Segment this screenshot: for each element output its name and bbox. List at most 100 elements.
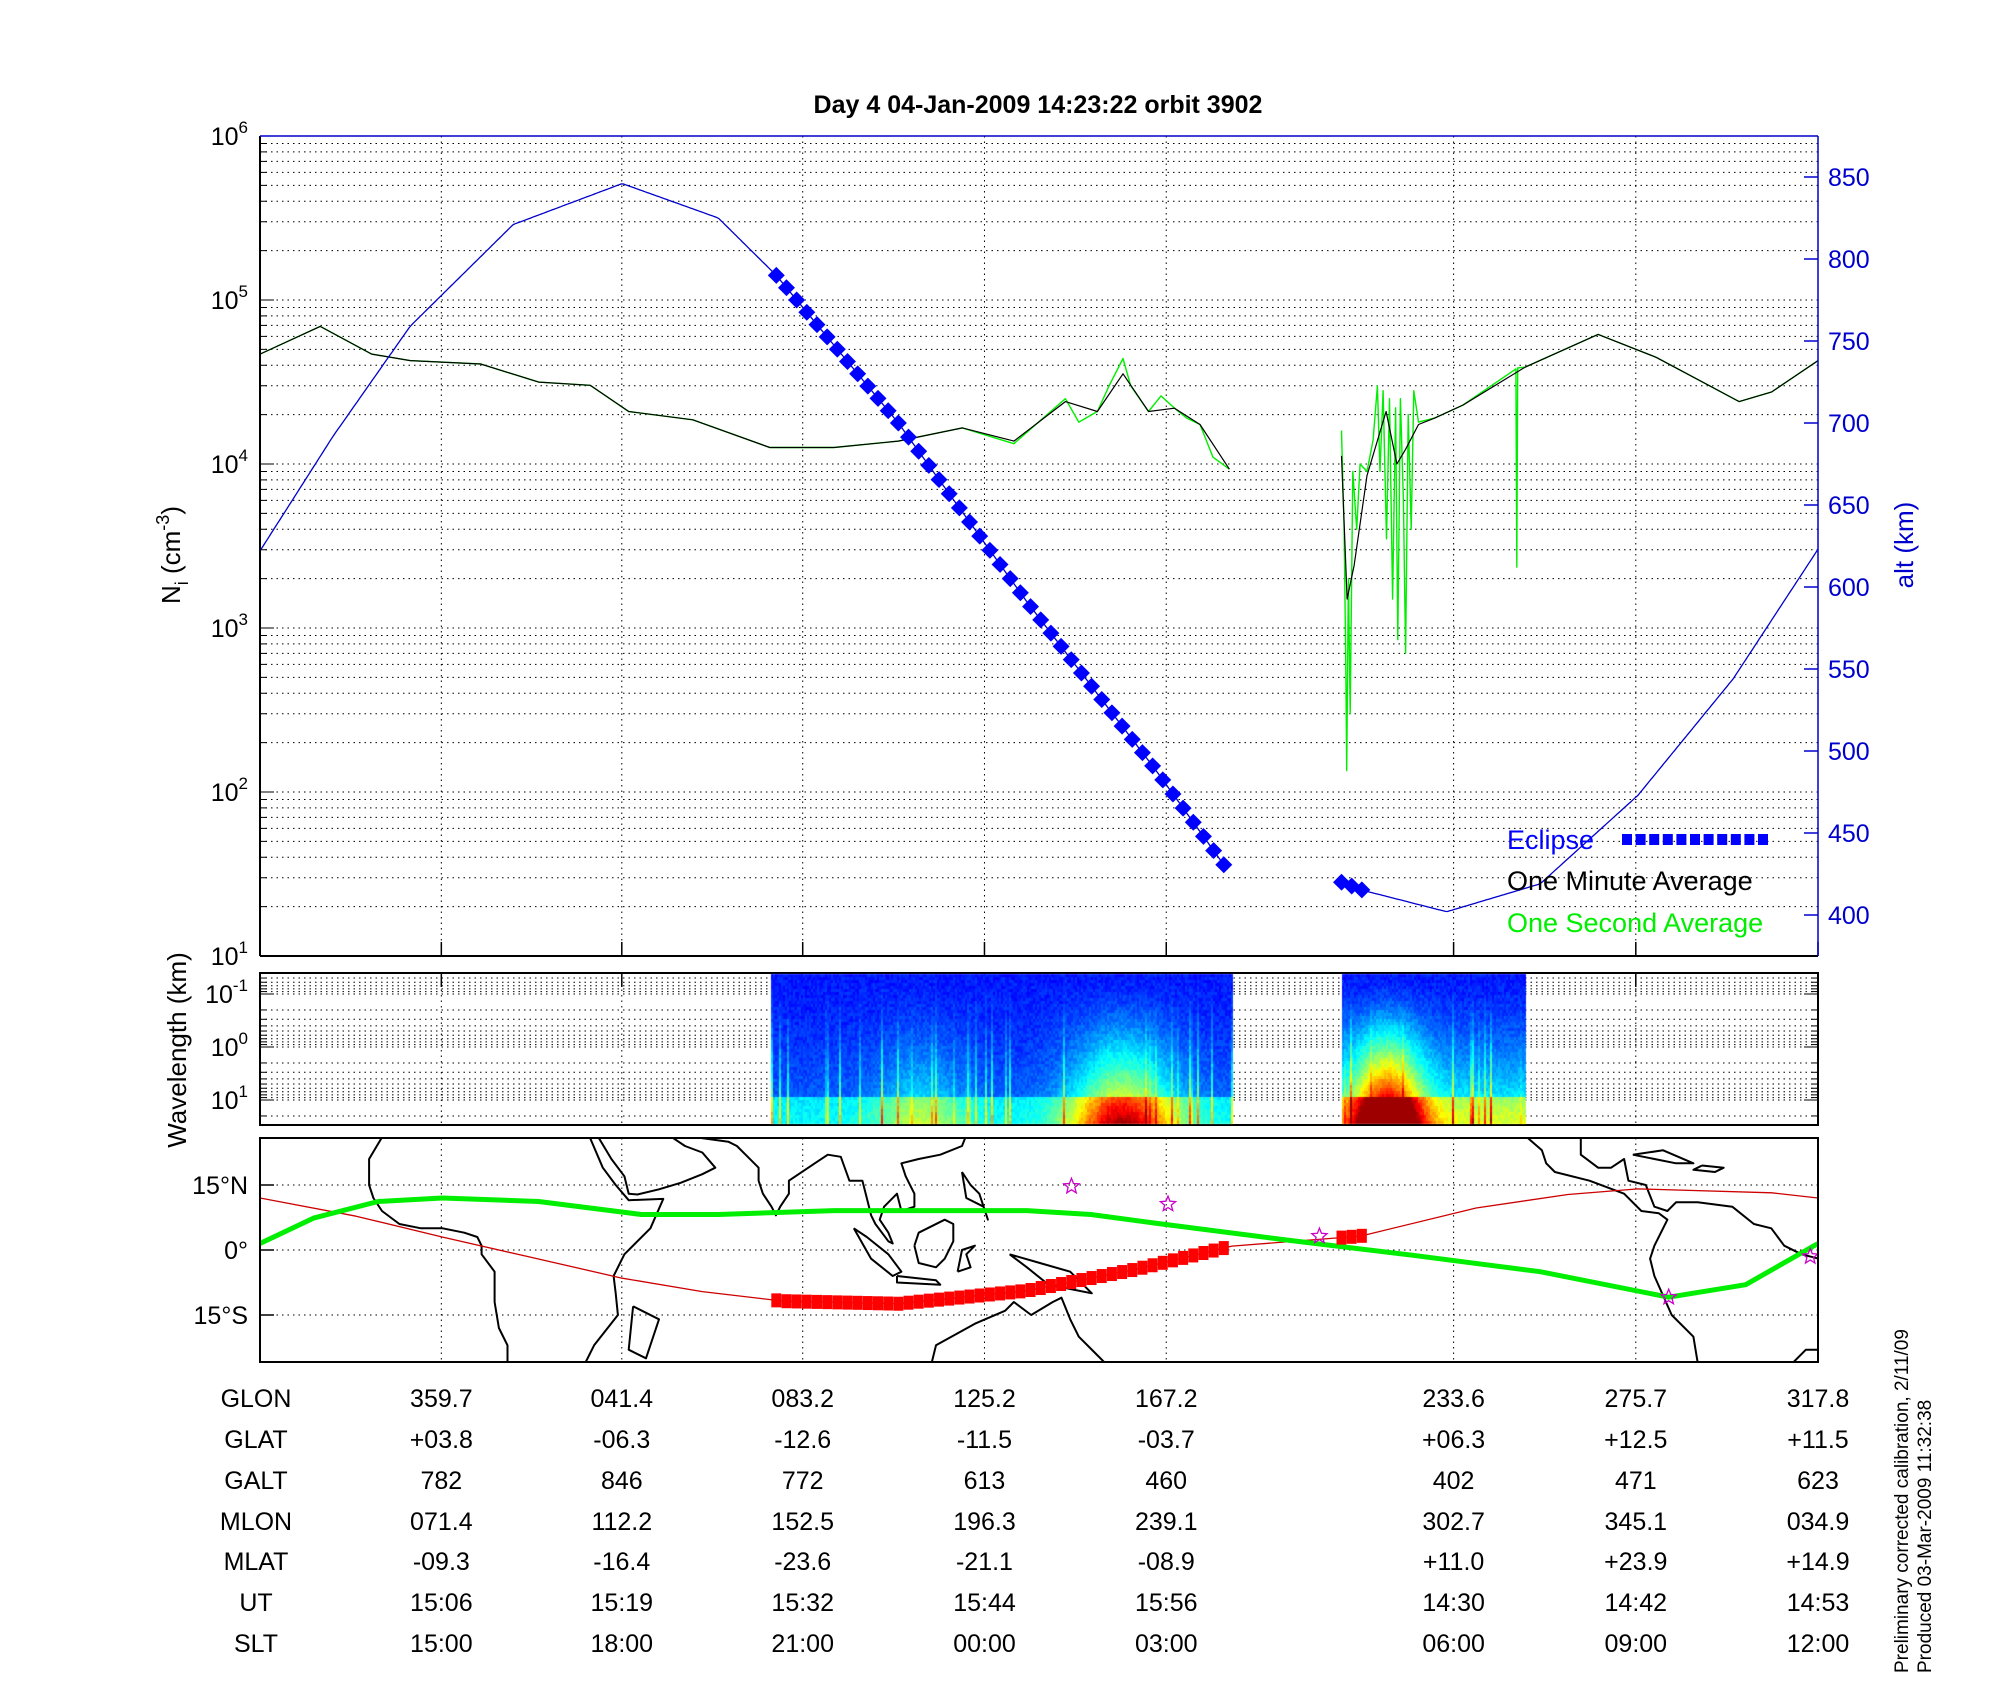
eclipse-track-marker xyxy=(1127,1263,1138,1278)
table-cell: +11.5 xyxy=(1787,1426,1848,1454)
table-cell: -08.9 xyxy=(1138,1548,1195,1576)
eclipse-track-marker xyxy=(1076,1273,1087,1288)
eclipse-marker xyxy=(839,353,856,370)
altitude-tick-label: 500 xyxy=(1828,738,1870,766)
eclipse-track-marker xyxy=(964,1289,975,1304)
table-cell: 359.7 xyxy=(410,1385,473,1413)
table-cell: 09:00 xyxy=(1605,1630,1668,1658)
eclipse-track-marker xyxy=(873,1296,884,1311)
legend-eclipse-square xyxy=(1758,834,1768,845)
eclipse-marker xyxy=(1144,757,1162,775)
eclipse-track-marker xyxy=(852,1295,863,1310)
tick-label-exponent: 6 xyxy=(239,118,248,137)
table-cell: 18:00 xyxy=(591,1630,654,1658)
table-cell: +23.9 xyxy=(1604,1548,1667,1576)
eclipse-track-marker xyxy=(1096,1269,1107,1284)
star-icon xyxy=(1800,1246,1820,1265)
table-cell: 14:30 xyxy=(1422,1589,1485,1617)
density-y-tick-label: 105 xyxy=(211,282,248,315)
table-cell: 14:42 xyxy=(1605,1589,1668,1617)
table-cell: 14:53 xyxy=(1787,1589,1850,1617)
star-icon xyxy=(1158,1194,1178,1212)
tick-label-exponent: -1 xyxy=(233,976,248,995)
legend-eclipse-square xyxy=(1730,834,1741,845)
tick-label-base: 10 xyxy=(211,287,239,315)
table-cell: 15:32 xyxy=(771,1589,834,1617)
eclipse-marker xyxy=(1194,827,1212,845)
eclipse-track-marker xyxy=(944,1291,955,1306)
table-row: GLAT +03.8 -06.3 -12.6 -11.5 -03.7 +06.3 +12.5 +… xyxy=(224,1426,1848,1454)
table-cell: +11.0 xyxy=(1423,1548,1484,1576)
dip-equator-line xyxy=(260,1195,1818,1300)
eclipse-track-marker xyxy=(903,1295,914,1310)
eclipse-track-marker xyxy=(1208,1243,1219,1258)
eclipse-track-marker xyxy=(1025,1283,1036,1298)
eclipse-marker xyxy=(777,279,795,297)
eclipse-track-marker xyxy=(832,1295,843,1310)
eclipse-marker xyxy=(1083,677,1101,695)
eclipse-marker xyxy=(910,442,928,460)
legend-eclipse-square xyxy=(1717,834,1728,845)
legend: Eclipse One Minute Average One Second Av… xyxy=(1507,825,1768,938)
coastline xyxy=(1008,1253,1093,1295)
table-row: GLON 359.7 041.4 083.2 125.2 167.2 233.6 275.7 3… xyxy=(221,1385,1850,1413)
eclipse-marker xyxy=(1184,813,1202,831)
table-cell: 15:06 xyxy=(410,1589,473,1617)
map-frame xyxy=(259,1137,1819,1363)
table-cell: 772 xyxy=(782,1467,824,1495)
table-cell: 402 xyxy=(1433,1467,1475,1495)
eclipse-marker xyxy=(1022,598,1040,616)
coastline xyxy=(1632,1149,1695,1165)
table-cell: 345.1 xyxy=(1605,1508,1668,1536)
table-cell: -06.3 xyxy=(593,1426,650,1454)
coastline xyxy=(584,1138,665,1362)
legend-eclipse-square xyxy=(1635,834,1646,845)
tick-label-base: 10 xyxy=(211,451,239,479)
altitude-tick-label: 700 xyxy=(1828,410,1870,438)
table-row: GALT 782 846 772 613 460 402 471 623 xyxy=(224,1467,1839,1495)
table-cell: -11.5 xyxy=(957,1426,1012,1454)
eclipse-track-marker xyxy=(1356,1228,1367,1243)
row-label: MLON xyxy=(220,1508,292,1536)
altitude-tick-label: 750 xyxy=(1828,328,1870,356)
table-cell: 03:00 xyxy=(1135,1630,1198,1658)
coastline xyxy=(1526,1138,1699,1362)
eclipse-marker xyxy=(808,316,826,334)
eclipse-marker xyxy=(900,428,918,446)
eclipse-track-marker xyxy=(1117,1265,1128,1280)
latitude-tick-label: 0° xyxy=(224,1237,248,1265)
legend-eclipse-label: Eclipse xyxy=(1507,825,1594,855)
eclipse-track-marker xyxy=(842,1295,853,1310)
eclipse-marker xyxy=(930,471,948,489)
density-panel: 1011021031041051064004505005506006507007… xyxy=(211,118,1870,971)
table-cell: 623 xyxy=(1797,1467,1839,1495)
eclipse-track-marker xyxy=(1147,1258,1158,1273)
eclipse-track-marker xyxy=(1005,1285,1016,1300)
altitude-tick-label: 650 xyxy=(1828,492,1870,520)
wavelength-y-tick-label: 101 xyxy=(211,1082,248,1115)
table-cell: 12:00 xyxy=(1787,1630,1850,1658)
coastline xyxy=(627,1305,660,1360)
tick-label-base: 10 xyxy=(211,123,239,151)
tick-label-exponent: 4 xyxy=(239,446,248,465)
table-row: UT 15:06 15:19 15:32 15:44 15:56 14:30 14:42 14:… xyxy=(239,1589,1849,1617)
wavelength-y-tick-label: 100 xyxy=(211,1029,248,1062)
table-cell: -12.6 xyxy=(774,1426,831,1454)
altitude-tick-label: 550 xyxy=(1828,656,1870,684)
eclipse-track-marker xyxy=(1336,1230,1347,1245)
table-row: MLON 071.4 112.2 152.5 196.3 239.1 302.7 345.1 0… xyxy=(220,1508,1849,1536)
density-y-tick-label: 103 xyxy=(211,610,248,643)
legend-eclipse-square xyxy=(1662,834,1673,845)
legend-eclipse-square xyxy=(1649,834,1660,845)
eclipse-marker xyxy=(828,340,846,358)
table-cell: 06:00 xyxy=(1422,1630,1485,1658)
table-cell: 460 xyxy=(1145,1467,1187,1495)
altitude-line xyxy=(260,183,1228,870)
wavelength-y-tick-label: 10-1 xyxy=(205,976,248,1009)
altitude-tick-label: 600 xyxy=(1828,574,1870,602)
eclipse-marker xyxy=(1353,881,1371,899)
eclipse-track-marker xyxy=(1218,1241,1229,1256)
eclipse-marker xyxy=(1093,691,1111,709)
one-second-average-line xyxy=(1340,333,1818,772)
